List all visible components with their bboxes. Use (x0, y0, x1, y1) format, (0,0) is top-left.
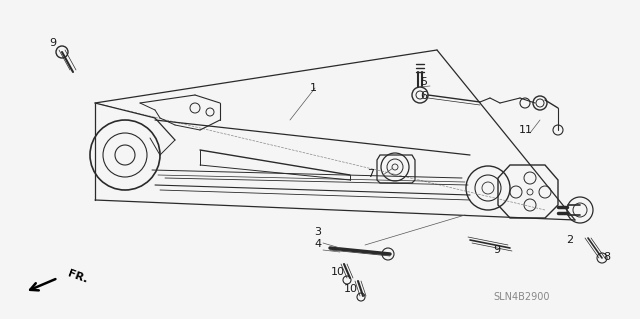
Text: 10: 10 (331, 267, 345, 277)
Text: 4: 4 (314, 239, 321, 249)
Text: 6: 6 (420, 91, 428, 101)
Text: 1: 1 (310, 83, 317, 93)
Text: 11: 11 (519, 125, 533, 135)
Text: 5: 5 (420, 77, 428, 87)
Text: 10: 10 (344, 284, 358, 294)
Text: FR.: FR. (66, 269, 89, 285)
Text: SLN4B2900: SLN4B2900 (493, 292, 550, 302)
Text: 7: 7 (367, 169, 374, 179)
Text: 9: 9 (49, 38, 56, 48)
Text: 9: 9 (493, 245, 500, 255)
Text: 3: 3 (314, 227, 321, 237)
Text: 8: 8 (604, 252, 611, 262)
Text: 2: 2 (566, 235, 573, 245)
